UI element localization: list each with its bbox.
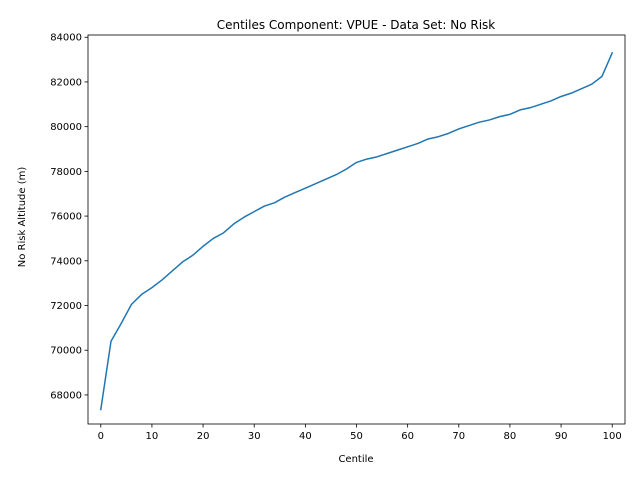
y-tick-label: 72000 xyxy=(50,301,82,312)
y-tick-label: 84000 xyxy=(50,33,82,44)
y-tick-label: 78000 xyxy=(50,167,82,178)
y-tick-label: 74000 xyxy=(50,256,82,267)
plot-area: 0 10 20 30 40 50 60 70 80 90 100 68000 70000 72000 740… xyxy=(50,33,626,442)
y-tick-label: 76000 xyxy=(50,212,82,223)
chart-title: Centiles Component: VPUE - Data Set: No … xyxy=(217,18,496,32)
x-tick-label: 60 xyxy=(401,431,414,442)
plot-frame xyxy=(87,34,626,425)
y-tick-label: 70000 xyxy=(50,346,82,357)
x-tick-label: 30 xyxy=(248,431,261,442)
y-tick-label: 68000 xyxy=(50,390,82,401)
x-tick-label: 40 xyxy=(299,431,312,442)
x-tick-label: 0 xyxy=(98,431,104,442)
series-line xyxy=(99,51,614,411)
x-tick-label: 90 xyxy=(555,431,568,442)
x-tick-label: 50 xyxy=(350,431,363,442)
x-tick-label: 80 xyxy=(504,431,517,442)
x-tick-label: 70 xyxy=(452,431,465,442)
x-tick-label: 10 xyxy=(146,431,159,442)
x-axis-label: Centile xyxy=(338,454,373,465)
x-tick-label: 20 xyxy=(197,431,210,442)
y-tick-label: 82000 xyxy=(50,77,82,88)
y-axis-label: No Risk Altitude (m) xyxy=(17,167,28,268)
x-tick-label: 100 xyxy=(603,431,622,442)
y-tick-label: 80000 xyxy=(50,122,82,133)
